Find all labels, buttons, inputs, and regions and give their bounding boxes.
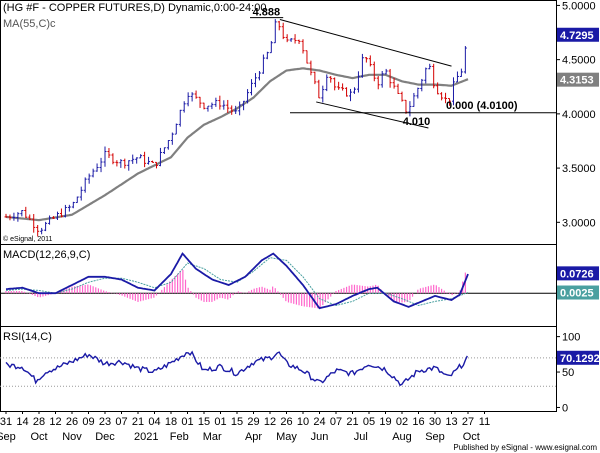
ma-value-tag: 4.3153 — [557, 72, 599, 87]
macd-panel-label: MACD(12,26,9,C) — [3, 249, 90, 261]
month-label: Nov — [62, 431, 82, 443]
support-level-label: 0.000 (4.0100) — [446, 100, 518, 112]
date-tick-label: 27 — [462, 416, 474, 428]
month-label: Oct — [463, 431, 480, 443]
date-tick-label: 23 — [99, 416, 111, 428]
date-tick-label: 07 — [115, 416, 127, 428]
signal-value-tag-text: 0.0025 — [560, 288, 594, 300]
date-tick-label: 29 — [247, 416, 259, 428]
rsi-value-tag: 70.1292 — [557, 350, 600, 365]
panel-frames — [0, 0, 557, 412]
ma-value-tag-text: 4.3153 — [560, 75, 594, 87]
price-annotation: 4.010 — [403, 116, 431, 128]
date-tick-label: 11 — [479, 416, 490, 428]
date-tick-label: 19 — [379, 416, 391, 428]
macd-lines — [0, 252, 556, 310]
ma-value-tag-bg — [557, 72, 599, 87]
month-label: Dec — [95, 431, 115, 443]
date-tick-label: 28 — [33, 416, 45, 428]
date-tick-label: 18 — [165, 416, 177, 428]
date-tick-label: 16 — [412, 416, 424, 428]
date-tick-label: 13 — [445, 416, 457, 428]
date-tick-label: 07 — [330, 416, 342, 428]
rsi-tick-label: 0 — [562, 402, 568, 414]
date-tick-label: 05 — [363, 416, 375, 428]
chart-title: (HG #F - COPPER FUTURES,D) Dynamic,0:00-… — [3, 2, 266, 14]
month-label: Jul — [354, 431, 368, 443]
ma-legend-label: MA(55,C)c — [3, 18, 56, 30]
price-tick-label: 4.5000 — [562, 55, 596, 67]
month-label: May — [276, 431, 297, 443]
source-note: © eSignal, 2011 — [3, 235, 53, 243]
date-tick-label: 15 — [198, 416, 210, 428]
price-annotations: 0.000 (4.0100) 4.888 4.010 — [250, 7, 556, 129]
macd-value-tag-text: 0.0726 — [560, 268, 594, 280]
date-tick-label: 12 — [49, 416, 61, 428]
price-bars — [4, 19, 467, 237]
last-price-tag-text: 4.7295 — [560, 30, 594, 42]
macd-value-tag-bg — [557, 266, 599, 281]
last-price-tag: 4.7295 — [557, 27, 599, 42]
price-tick-label: 3.5000 — [562, 163, 596, 175]
date-tick-label: 21 — [346, 416, 358, 428]
ma-line — [5, 67, 469, 222]
moving-average — [5, 67, 469, 222]
date-tick-label: 24 — [313, 416, 325, 428]
trendline — [316, 101, 429, 129]
date-tick-label: 01 — [181, 416, 193, 428]
date-tick-label: 30 — [429, 416, 441, 428]
macd-line — [5, 252, 469, 310]
date-tick-label: 02 — [396, 416, 408, 428]
signal-value-tag-bg — [557, 285, 599, 300]
signal-value-tag: 0.0025 — [557, 285, 599, 300]
trendline — [279, 19, 452, 67]
rsi-value-tag-bg — [557, 350, 599, 365]
date-tick-label: 21 — [132, 416, 144, 428]
date-tick-label: 26 — [66, 416, 78, 428]
date-tick-label: 26 — [280, 416, 292, 428]
rsi-line — [0, 350, 556, 387]
macd-signal-line — [5, 257, 469, 307]
date-tick-label: 10 — [297, 416, 309, 428]
rsi-tick-label: 100 — [562, 332, 580, 344]
month-label: Sep — [0, 431, 16, 443]
panel-labels: (HG #F - COPPER FUTURES,D) Dynamic,0:00-… — [3, 2, 597, 452]
rsi-panel-frame — [0, 326, 557, 412]
date-tick-label: 01 — [214, 416, 226, 428]
price-annotation: 4.888 — [253, 7, 281, 19]
rsi-value-tag-text: 70.1292 — [560, 353, 600, 365]
month-label: Oct — [30, 431, 47, 443]
month-label: Aug — [392, 431, 412, 443]
date-tick-label: 14 — [16, 416, 28, 428]
month-label: Feb — [170, 431, 189, 443]
price-tick-label: 3.0000 — [562, 217, 596, 229]
date-tick-label: 12 — [264, 416, 276, 428]
price-tick-label: 4.0000 — [562, 109, 596, 121]
date-tick-label: 15 — [231, 416, 243, 428]
date-tick-label: 09 — [82, 416, 94, 428]
month-label: Apr — [245, 431, 262, 443]
macd-value-tag: 0.0726 — [557, 266, 599, 281]
month-label: 2021 — [134, 431, 158, 443]
rsi-line — [5, 350, 468, 387]
price-tick-label: 5.0000 — [562, 0, 596, 12]
publisher-footer: Published by eSignal - www.esignal.com — [453, 443, 597, 452]
date-tick-label: 31 — [0, 416, 12, 428]
rsi-tick-label: 50 — [562, 367, 574, 379]
last-price-tag-bg — [557, 27, 599, 42]
month-label: Sep — [425, 431, 445, 443]
month-label: Mar — [203, 431, 222, 443]
month-label: Jun — [311, 431, 329, 443]
rsi-panel-label: RSI(14,C) — [3, 331, 52, 343]
axis-labels: 3.0000 3.5000 4.0000 4.5000 5.0000 4.7295 4.31… — [0, 0, 600, 443]
date-tick-label: 04 — [148, 416, 160, 428]
